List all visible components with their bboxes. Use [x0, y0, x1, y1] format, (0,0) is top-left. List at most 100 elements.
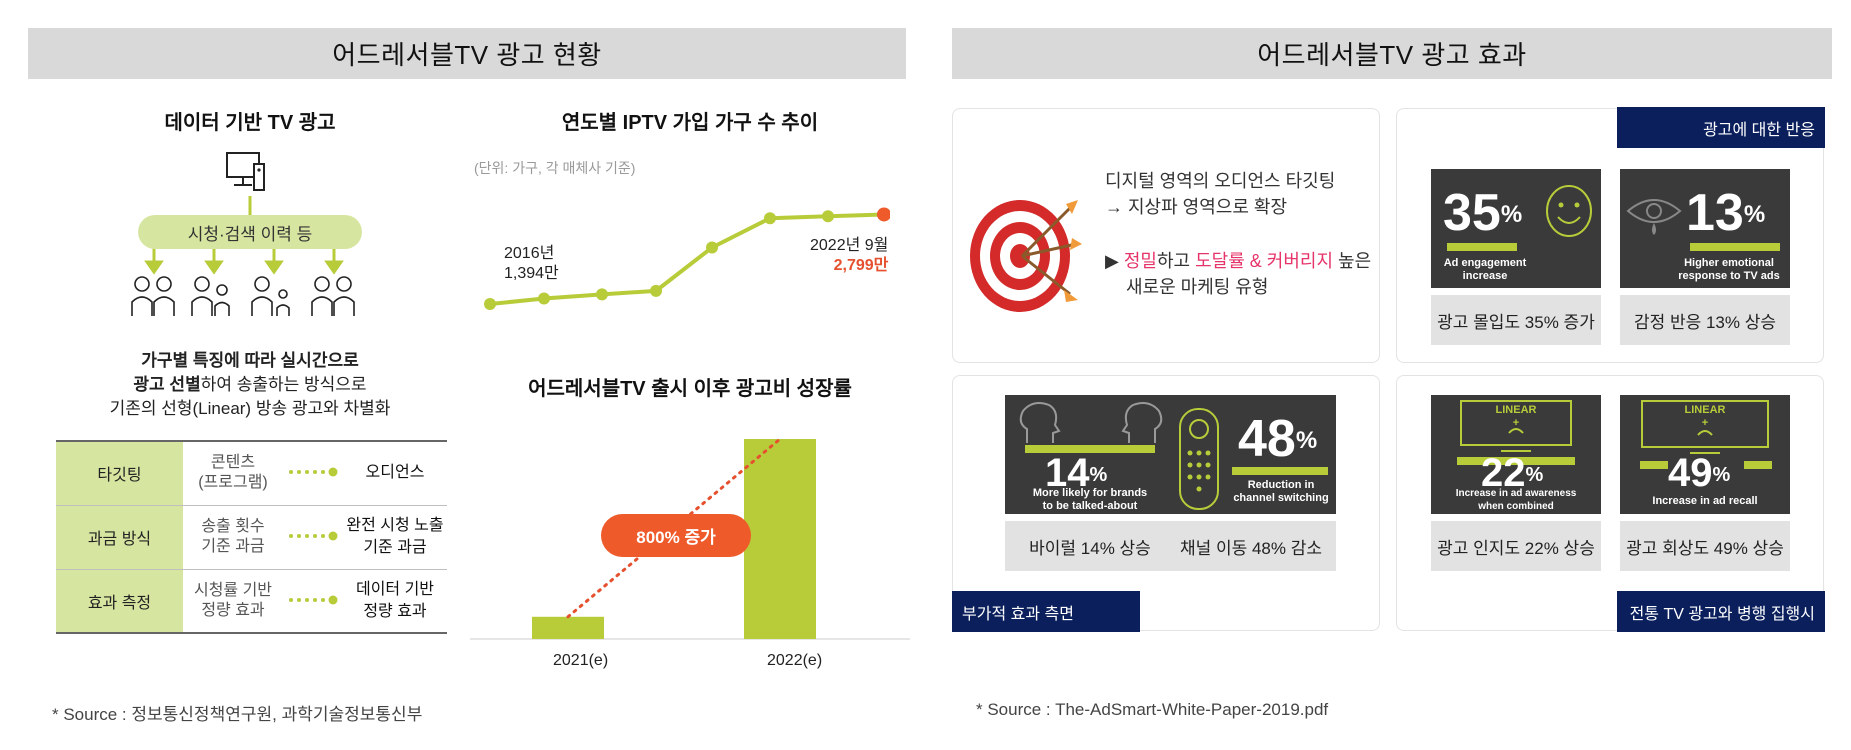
targeting-line-4: 새로운 마케팅 유형 [1126, 277, 1269, 297]
iptv-data-point [764, 212, 776, 225]
linear-tag: 전통 TV 광고와 병행 집행시 [1617, 591, 1825, 632]
tile-accent-bar [1025, 445, 1155, 453]
recall-caption: 광고 회상도 49% 상승 [1620, 521, 1790, 571]
household-icon-3 [251, 276, 290, 316]
iptv-line-chart [484, 207, 890, 311]
awareness-caption: 광고 인지도 22% 상승 [1431, 521, 1601, 571]
desc-line-2-rest: 하여 송출하는 방식으로 [200, 375, 367, 394]
row-old-value: 콘텐츠 (프로그램) [183, 440, 283, 506]
household-icon-4 [311, 276, 355, 316]
growth-chart-title: 어드레서블TV 출시 이후 광고비 성장률 [528, 378, 852, 400]
awareness-value: 22% [1481, 451, 1544, 495]
iptv-end-label: 2022년 9월 2,799만 [810, 237, 889, 274]
engagement-tile: 35% Ad engagement increase [1431, 169, 1601, 288]
viewing-history-pill: 시청·검색 이력 등 [138, 215, 362, 249]
tile-accent-bar [1744, 461, 1772, 469]
table-row: 효과 측정 시청률 기반 정량 효과 데이터 기반 정량 효과 [56, 569, 447, 634]
table-row: 타깃팅 콘텐츠 (프로그램) 오디언스 [56, 440, 447, 506]
channel-caption: 채널 이동 48% 감소 [1166, 521, 1336, 571]
right-panel-header: 어드레서블TV 광고 효과 [952, 28, 1832, 79]
channel-tile: 48% Reduction in channel switching [1166, 395, 1336, 514]
viral-value: 14% [1045, 451, 1108, 495]
left-source: * Source : 정보통신정책연구원, 과학기술정보통신부 [52, 705, 423, 724]
tile-accent-bar [1447, 243, 1517, 251]
talking-heads-icon [1019, 402, 1163, 443]
linear-tv-icon [1460, 400, 1572, 452]
awareness-tile: LINEAR + 22% Increase in ad awareness when… [1431, 395, 1601, 514]
response-tag: 광고에 대한 반응 [1617, 107, 1825, 148]
channel-value: 48% [1238, 410, 1318, 468]
tile-accent-bar [1232, 467, 1328, 475]
tile-accent-bar [1690, 243, 1780, 251]
channel-desc: Reduction in channel switching [1233, 479, 1329, 504]
iptv-start-label: 2016년 1,394만 [504, 245, 559, 282]
dotted-arrow [283, 569, 343, 634]
distribution-arrows [144, 196, 344, 275]
iptv-data-point [706, 241, 718, 254]
row-new-value: 데이터 기반 정량 효과 [343, 569, 447, 634]
iptv-data-point [822, 210, 834, 223]
table-row: 과금 방식 송출 횟수 기준 과금 완전 시청 노출 기준 과금 [56, 505, 447, 570]
iptv-unit-note: (단위: 가구, 각 매체사 기준) [474, 160, 636, 176]
remote-control-icon [1179, 408, 1219, 510]
target-icon [970, 200, 1082, 312]
engagement-caption: 광고 몰입도 35% 증가 [1431, 295, 1601, 345]
smiley-icon [1546, 185, 1592, 237]
data-tv-title: 데이터 기반 TV 광고 [164, 112, 336, 134]
targeting-line-1: 디지털 영역의 오디언스 타깃팅 [1105, 171, 1336, 191]
targeting-line-3: ▶ 정밀하고 도달률 & 커버리지 높은 [1105, 251, 1372, 271]
viral-caption: 바이럴 14% 상승 [1005, 521, 1175, 571]
recall-value: 49% [1668, 451, 1731, 495]
iptv-series-line [489, 212, 885, 306]
iptv-data-point [484, 298, 496, 311]
household-icons [131, 276, 355, 316]
row-new-value: 완전 시청 노출 기준 과금 [343, 505, 447, 570]
row-old-value: 송출 횟수 기준 과금 [183, 505, 283, 570]
row-head-measurement: 효과 측정 [56, 569, 183, 634]
bar-category-label: 2021(e) [553, 652, 609, 669]
targeting-line-2: → 지상파 영역으로 확장 [1105, 197, 1288, 217]
dotted-arrow [283, 440, 343, 506]
emotion-value: 13% [1686, 184, 1766, 242]
emotion-tile: 13% Higher emotional response to TV ads [1620, 169, 1790, 288]
addon-tag: 부가적 효과 측면 [952, 591, 1140, 632]
dotted-arrow [283, 505, 343, 570]
household-icon-2 [191, 276, 230, 316]
household-icon-1 [131, 276, 175, 316]
viral-tile: 14% More likely for brands to be talked-a… [1005, 395, 1175, 514]
iptv-data-point [596, 288, 608, 301]
recall-linear-label: LINEAR + [1684, 404, 1726, 429]
row-old-value: 시청률 기반 정량 효과 [183, 569, 283, 634]
recall-tile: LINEAR + 49% Increase in ad recall [1620, 395, 1790, 514]
iptv-chart-title: 연도별 IPTV 가입 가구 수 추이 [561, 112, 819, 134]
awareness-desc: Increase in ad awareness when combined [1455, 488, 1577, 512]
engagement-value: 35% [1443, 184, 1523, 242]
emotion-desc: Higher emotional response to TV ads [1678, 257, 1780, 282]
iptv-data-point [877, 207, 890, 222]
awareness-linear-label: LINEAR + [1495, 404, 1537, 429]
row-head-billing: 과금 방식 [56, 505, 183, 570]
right-source: * Source : The-AdSmart-White-Paper-2019.… [976, 700, 1329, 719]
growth-badge: 800% 증가 [601, 514, 751, 557]
desc-line-1: 가구별 특징에 따라 실시간으로 [141, 351, 359, 370]
desc-line-2: 광고 선별하여 송출하는 방식으로 [60, 370, 440, 395]
desc-line-3: 기존의 선형(Linear) 방송 광고와 차별화 [109, 399, 391, 418]
emotion-caption: 감정 반응 13% 상승 [1620, 295, 1790, 345]
iptv-data-point [650, 284, 662, 297]
growth-bar [744, 439, 816, 639]
eye-icon [1626, 199, 1682, 235]
recall-desc: Increase in ad recall [1652, 495, 1758, 507]
tile-accent-bar [1640, 461, 1668, 469]
row-new-value: 오디언스 [343, 440, 447, 506]
viral-desc: More likely for brands to be talked-about [1032, 487, 1148, 512]
engagement-desc: Ad engagement increase [1443, 257, 1527, 282]
comparison-table: 타깃팅 콘텐츠 (프로그램) 오디언스 과금 방식 송출 횟수 기준 과금 완전 시… [56, 440, 447, 634]
growth-bar [532, 616, 604, 639]
left-panel-header: 어드레서블TV 광고 현황 [28, 28, 906, 79]
row-head-targeting: 타깃팅 [56, 440, 183, 506]
tv-icon [226, 152, 265, 191]
desc-line-2-bold: 광고 선별 [133, 375, 201, 394]
tile-accent-bar [1457, 457, 1575, 465]
linear-tv-icon [1641, 400, 1769, 454]
iptv-data-point [538, 292, 550, 305]
